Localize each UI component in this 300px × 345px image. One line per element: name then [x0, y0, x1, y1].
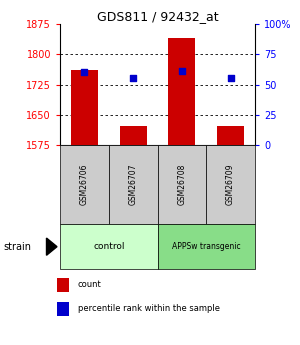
Title: GDS811 / 92432_at: GDS811 / 92432_at: [97, 10, 218, 23]
Bar: [206, 145, 255, 224]
Bar: [158, 224, 255, 269]
Bar: [60, 224, 158, 269]
Bar: [217, 126, 244, 145]
Bar: [57, 278, 69, 292]
Polygon shape: [46, 238, 57, 255]
Bar: [60, 145, 109, 224]
Point: [131, 76, 136, 81]
Text: control: control: [93, 242, 124, 251]
Bar: [109, 145, 158, 224]
Text: count: count: [78, 280, 102, 289]
Bar: [169, 38, 195, 145]
Point: [179, 68, 184, 74]
Point: [228, 76, 233, 81]
Text: GSM26708: GSM26708: [177, 164, 186, 205]
Text: GSM26707: GSM26707: [129, 164, 138, 205]
Bar: [57, 302, 69, 316]
Text: strain: strain: [3, 242, 31, 252]
Bar: [120, 126, 146, 145]
Text: GSM26706: GSM26706: [80, 164, 89, 205]
Bar: [71, 70, 98, 145]
Text: GSM26709: GSM26709: [226, 164, 235, 205]
Bar: [158, 145, 206, 224]
Point: [82, 70, 87, 75]
Text: percentile rank within the sample: percentile rank within the sample: [78, 304, 220, 313]
Text: APPSw transgenic: APPSw transgenic: [172, 242, 241, 251]
